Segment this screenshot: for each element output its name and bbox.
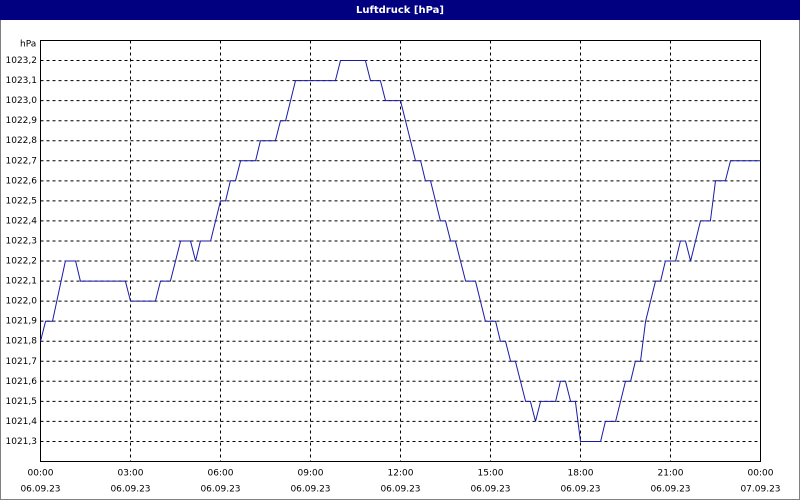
y-unit: hPa [20, 40, 36, 50]
y-tick-label: 1021,9 [6, 317, 38, 327]
x-tick-date: 06.09.23 [560, 485, 600, 495]
y-tick-label: 1022,1 [6, 277, 38, 287]
x-tick-label: 03:00 [118, 469, 144, 479]
y-tick-label: 1021,3 [6, 437, 38, 447]
y-tick-label: 1021,4 [6, 417, 38, 427]
x-tick-label: 00:00 [748, 469, 774, 479]
x-tick-date: 06.09.23 [20, 485, 60, 495]
y-tick-label: 1022,3 [6, 236, 38, 246]
y-tick-label: 1022,6 [6, 176, 38, 186]
y-tick-label: 1022,2 [6, 257, 38, 267]
x-tick-label: 12:00 [388, 469, 414, 479]
x-tick-date: 06.09.23 [380, 485, 420, 495]
chart-title: Luftdruck [hPa] [356, 5, 444, 16]
x-tick-label: 18:00 [568, 469, 594, 479]
y-tick-label: 1021,6 [6, 377, 38, 387]
data-line [40, 60, 761, 442]
y-tick-label: 1021,5 [6, 397, 38, 407]
y-tick-label: 1022,8 [6, 136, 38, 146]
x-tick-label: 06:00 [208, 469, 234, 479]
title-bar [0, 0, 800, 20]
y-tick-label: 1022,7 [6, 156, 38, 166]
y-tick-label: 1022,4 [6, 216, 38, 226]
y-tick-label: 1022,0 [6, 297, 38, 307]
x-tick-date: 06.09.23 [470, 485, 510, 495]
y-tick-label: 1023,1 [6, 76, 38, 86]
x-tick-label: 09:00 [298, 469, 324, 479]
x-tick-label: 21:00 [658, 469, 684, 479]
y-tick-label: 1023,2 [6, 56, 38, 66]
x-tick-date: 06.09.23 [290, 485, 330, 495]
x-tick-date: 06.09.23 [110, 485, 150, 495]
x-tick-date: 06.09.23 [650, 485, 690, 495]
y-tick-label: 1022,5 [6, 196, 38, 206]
y-tick-label: 1021,7 [6, 357, 38, 367]
y-tick-label: 1021,8 [6, 337, 38, 347]
x-tick-date: 07.09.23 [740, 485, 780, 495]
x-tick-date: 06.09.23 [200, 485, 240, 495]
x-tick-label: 00:00 [28, 469, 54, 479]
y-tick-label: 1022,9 [6, 116, 38, 126]
x-tick-label: 15:00 [478, 469, 504, 479]
y-tick-label: 1023,0 [6, 96, 38, 106]
